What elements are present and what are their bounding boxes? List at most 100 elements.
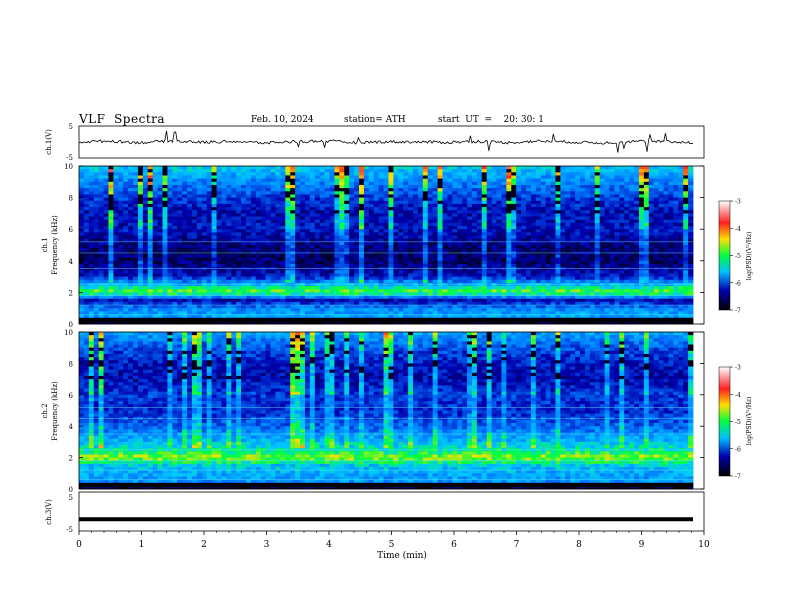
spectrogram-cell: [221, 254, 227, 259]
spectrogram-cell: [93, 263, 100, 268]
spectrogram-cell: [673, 232, 679, 236]
spectrogram-cell: [658, 219, 664, 224]
spectrogram-cell: [246, 213, 252, 217]
spectrogram-cell: [354, 248, 360, 252]
spectrogram-cell: [211, 181, 217, 186]
spectrogram-cell: [452, 286, 458, 290]
spectrogram-cell: [241, 254, 247, 259]
spectrogram-cell: [162, 235, 168, 240]
spectrogram-cell: [388, 257, 394, 262]
spectrogram-cell: [358, 273, 365, 277]
spectrogram-cell: [250, 241, 257, 246]
spectrogram-cell: [550, 169, 556, 173]
spectrogram-cell: [427, 169, 434, 173]
spectrogram-cell: [604, 181, 610, 186]
spectrogram-cell: [604, 238, 610, 243]
spectrogram-cell: [496, 172, 502, 176]
spectrogram-cell: [535, 279, 542, 284]
spectrogram-cell: [250, 216, 257, 221]
spectrogram-cell: [599, 169, 605, 173]
spectrogram-cell: [314, 257, 321, 262]
spectrogram-cell: [231, 191, 237, 195]
spectrogram-cell: [334, 207, 340, 211]
spectrogram-cell: [221, 207, 227, 211]
spectrogram-cell: [93, 213, 100, 217]
spectrogram-cell: [309, 226, 316, 230]
spectrogram-cell: [467, 289, 473, 293]
spectrogram-cell: [201, 289, 208, 293]
spectrogram-cell: [540, 207, 547, 211]
spectrogram-cell: [413, 175, 419, 180]
spectrogram-cell: [437, 191, 443, 195]
spectrogram-cell: [422, 241, 429, 246]
spectrogram-cell: [481, 188, 488, 192]
spectrogram-cell: [314, 169, 321, 173]
spectrogram-cell: [471, 172, 478, 176]
spectrogram-cell: [594, 203, 601, 208]
spectrogram-cell: [658, 279, 664, 284]
spectrogram-cell: [550, 270, 556, 274]
spectrogram-cell: [535, 203, 542, 208]
spectrogram-cell: [231, 200, 237, 205]
spectrogram-cell: [182, 232, 188, 236]
spectrogram-cell: [648, 178, 655, 183]
spectrogram-cell: [516, 181, 522, 186]
spectrogram-cell: [496, 263, 502, 268]
spectrogram-cell: [265, 210, 271, 214]
spectrogram-cell: [152, 286, 158, 290]
spectrogram-cell: [403, 263, 409, 268]
spectrogram-cell: [624, 203, 630, 208]
spectrogram-cell: [113, 286, 119, 290]
spectrogram-cell: [196, 254, 203, 259]
spectrogram-cell: [191, 260, 198, 265]
spectrogram-cell: [354, 254, 360, 259]
spectrogram-cell: [491, 181, 497, 186]
spectrogram-cell: [255, 184, 262, 189]
spectrogram-cell: [521, 286, 527, 290]
spectrogram-cell: [643, 245, 650, 249]
spectrogram-cell: [521, 178, 527, 183]
spectrogram-cell: [280, 279, 286, 284]
spectrogram-cell: [580, 286, 586, 290]
spectrogram-cell: [196, 191, 203, 195]
spectrogram-cell: [270, 184, 276, 189]
spectrogram-cell: [565, 169, 571, 173]
start-time-label: start UT = 20: 30: 1: [438, 115, 544, 125]
spectrogram-cell: [570, 169, 576, 173]
spectrogram-cell: [442, 194, 448, 198]
spectrogram-cell: [285, 279, 291, 284]
spectrogram-cell: [319, 289, 325, 293]
spectrogram-cell: [191, 216, 198, 221]
spectrogram-cell: [550, 289, 556, 293]
spectrogram-cell: [467, 216, 473, 221]
spectrogram-cell: [393, 238, 399, 243]
spectrogram-cell: [83, 188, 90, 192]
spectrogram-cell: [157, 229, 163, 233]
spectrogram-cell: [653, 166, 660, 170]
spectrogram-cell: [614, 286, 620, 290]
spectrogram-cell: [123, 181, 129, 186]
spectrogram-cell: [103, 235, 109, 240]
spectrogram-cell: [604, 188, 610, 192]
spectrogram-cell: [137, 219, 144, 224]
spectrogram-cell: [246, 197, 252, 202]
spectrogram-cell: [584, 200, 591, 205]
spectrogram-cell: [417, 175, 424, 180]
spectrogram-cell: [201, 279, 208, 284]
spectrogram-cell: [501, 226, 507, 230]
spectrogram-cell: [137, 178, 144, 183]
spectrogram-cell: [604, 229, 610, 233]
spectrogram-cell: [324, 248, 330, 252]
spectrogram-cell: [142, 235, 149, 240]
spectrogram-cell: [432, 286, 438, 290]
spectrogram-cell: [511, 203, 517, 208]
spectrogram-cell: [196, 245, 203, 249]
spectrogram-cell: [182, 273, 188, 277]
spectrogram-cell: [584, 175, 591, 180]
spectrogram-cell: [182, 207, 188, 211]
spectrogram-cell: [413, 279, 419, 284]
spectrogram-cell: [609, 216, 615, 221]
spectrogram-cell: [324, 276, 330, 281]
spectrogram-cell: [683, 254, 689, 259]
spectrogram-cell: [300, 229, 306, 233]
